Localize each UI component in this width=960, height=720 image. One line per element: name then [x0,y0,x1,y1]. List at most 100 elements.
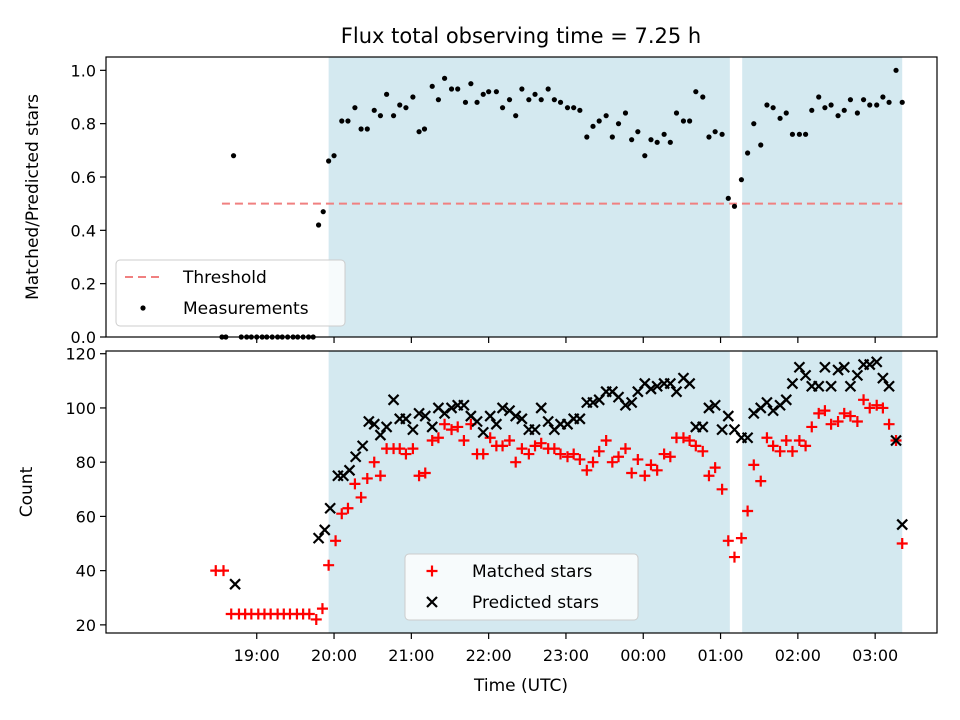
measurements-point [564,105,571,111]
matched-stars-point [303,608,315,620]
measurements-point [731,203,738,209]
measurements-point [352,105,358,111]
measurements-point [622,110,629,116]
matched-stars-point [806,421,818,433]
ratio-panel: 0.0 0.2 0.4 0.6 0.8 1.0 Matched/Predicted star… [23,56,938,347]
measurements-point [345,118,351,124]
measurements-point [513,113,519,119]
predicted-stars-point [318,524,331,536]
measurements-point [448,86,455,92]
y-tick-label: 0.8 [71,115,96,134]
measurements-point [841,107,847,113]
predicted-stars-point [890,434,902,447]
measurements-point [680,118,687,124]
matched-stars-point [709,462,721,474]
matched-stars-point [342,502,354,514]
predicted-stars-point [670,385,683,398]
predicted-stars-point [645,383,657,395]
matched-stars-point [555,448,567,460]
measurements-point [403,105,409,111]
measurements-point [486,89,492,95]
matched-stars-point [336,508,348,520]
predicted-stars-point [651,380,663,393]
y-axis-label: Count [17,466,37,517]
measurements-point [441,75,448,81]
measurements-point [673,110,680,116]
matched-stars-point [316,603,328,615]
y-tick-label: 0.2 [71,275,96,294]
y-tick-label: 100 [65,399,96,418]
legend-matched-stars-swatch [426,565,438,577]
measurements-point [629,137,635,143]
measurements-point [654,139,660,145]
predicted-stars-point [786,377,799,390]
predicted-stars-point [703,402,715,414]
matched-stars-point [664,451,676,463]
predicted-stars-point [793,361,806,374]
predicted-stars-point [799,369,812,382]
matched-stars-point [600,434,612,446]
axes-frame [105,350,938,634]
predicted-stars-point [529,423,541,436]
predicted-stars-point [426,421,438,433]
matched-stars-point [832,416,844,427]
measurements-point [480,91,486,97]
matched-stars-point [825,418,837,430]
legend-box [404,553,639,621]
predicted-stars-point [368,418,381,430]
matched-stars-point [574,453,586,465]
predicted-stars-point [509,410,522,422]
predicted-stars-point [542,415,554,428]
x-tick-label: 19:00 [234,646,280,665]
matched-stars-point [568,448,580,460]
predicted-stars-point [380,421,393,433]
predicted-stars-point [477,426,490,439]
measurements-point [435,97,441,103]
predicted-stars-point [574,413,586,425]
matched-stars-point [645,459,657,471]
matched-stars-point [786,445,798,457]
predicted-stars-point [683,377,696,390]
matched-stars-point [426,434,438,446]
measurements-point [828,102,834,108]
measurements-point [584,134,590,140]
legend-box [115,259,346,327]
x-tick-label: 22:00 [466,646,512,665]
measurements-point [339,118,345,124]
measurements-point [822,105,828,111]
predicted-stars-point [696,421,709,433]
matched-stars-point [793,434,805,446]
y-axis-label: Matched/Predicted stars [23,94,43,300]
matched-stars-point [858,394,870,406]
measurements-point [899,99,905,105]
legend-label: Predicted stars [472,593,599,613]
matched-stars-point [407,443,419,455]
matched-stars-point [587,456,599,468]
predicted-stars-point [877,372,889,384]
measurements-point [816,94,822,100]
predicted-stars-point [812,380,825,393]
measurements-point [796,131,803,137]
matched-stars-point [458,434,470,446]
matched-stars-point [761,432,773,444]
matched-stars-point [639,470,651,482]
measurements-point [230,153,237,159]
measurements-point [493,89,499,95]
matched-stars-point [432,432,444,444]
matched-stars-point [218,565,229,577]
matched-stars-point [516,443,528,455]
matched-stars-point [697,445,709,457]
predicted-stars-point [324,502,336,515]
matched-stars-point [368,456,380,468]
measurements-point [860,97,867,103]
measurements-point [874,102,880,108]
matched-stars-point [535,437,547,449]
matched-stars-point [419,467,431,479]
matched-stars-point [864,402,876,414]
y-tick-label: 60 [76,507,96,526]
legend-label: Matched stars [472,562,592,582]
measurements-point [847,97,854,103]
predicted-stars-point [838,361,851,374]
predicted-stars-point [722,410,735,422]
matched-stars-point [413,470,425,482]
